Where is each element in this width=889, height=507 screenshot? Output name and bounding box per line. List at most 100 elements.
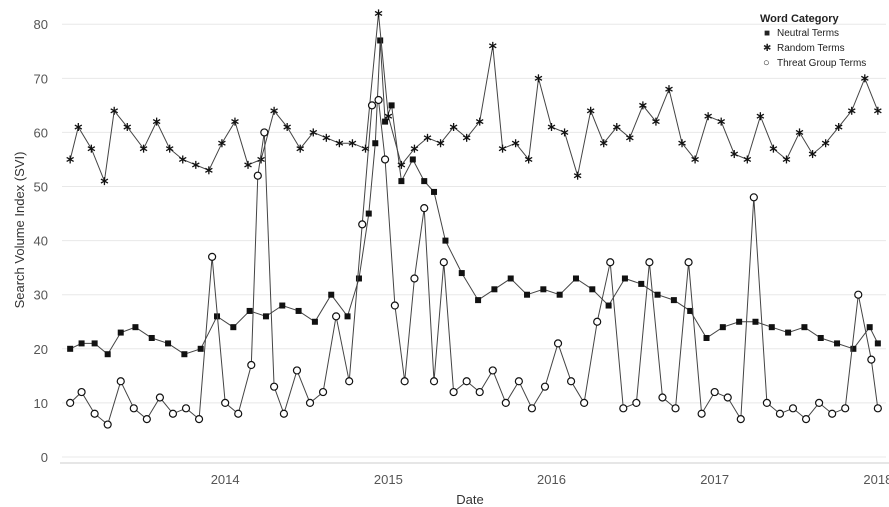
data-point — [169, 410, 176, 417]
data-point — [118, 330, 124, 336]
data-point — [389, 102, 395, 108]
data-point — [622, 275, 628, 281]
legend-item-threat: Threat Group Terms — [777, 58, 866, 69]
series-layer — [67, 9, 882, 428]
data-point — [638, 281, 644, 287]
data-point — [369, 102, 376, 109]
x-tick-label: 2014 — [211, 472, 240, 487]
y-tick-label: 50 — [34, 180, 48, 195]
data-point — [744, 155, 751, 163]
y-tick-label: 10 — [34, 396, 48, 411]
data-point — [607, 259, 614, 266]
data-point — [421, 178, 427, 184]
y-axis-title: Search Volume Index (SVI) — [12, 152, 27, 309]
data-point — [247, 308, 253, 314]
data-point — [261, 129, 268, 136]
data-point — [359, 221, 366, 228]
data-point — [345, 313, 351, 319]
data-point — [67, 399, 74, 406]
data-point — [763, 399, 770, 406]
data-point — [671, 297, 677, 303]
legend-symbol-random: ✱ — [763, 43, 771, 54]
y-tick-label: 70 — [34, 71, 48, 86]
data-point — [245, 161, 252, 169]
data-point — [346, 378, 353, 385]
data-point — [450, 389, 457, 396]
data-point — [528, 405, 535, 412]
data-point — [179, 155, 186, 163]
data-point — [132, 324, 138, 330]
data-point — [515, 378, 522, 385]
data-point — [606, 303, 612, 309]
data-point — [431, 378, 438, 385]
x-axis-ticks: 2014 2015 2016 2017 2018 — [211, 472, 889, 487]
data-point — [320, 389, 327, 396]
x-tick-label: 2016 — [537, 472, 566, 487]
data-point — [231, 118, 238, 126]
data-point — [855, 291, 862, 298]
data-point — [783, 155, 790, 163]
data-point — [377, 37, 383, 43]
data-point — [731, 150, 738, 158]
data-point — [655, 292, 661, 298]
data-point — [818, 335, 824, 341]
data-point — [867, 324, 873, 330]
data-point — [568, 378, 575, 385]
data-point — [633, 399, 640, 406]
data-point — [366, 211, 372, 217]
data-point — [323, 134, 330, 142]
y-tick-label: 30 — [34, 288, 48, 303]
data-point — [192, 161, 199, 169]
data-point — [463, 378, 470, 385]
data-point — [581, 399, 588, 406]
data-point — [646, 259, 653, 266]
data-point — [724, 394, 731, 401]
data-point — [183, 405, 190, 412]
data-point — [685, 259, 692, 266]
x-tick-label: 2017 — [700, 472, 729, 487]
data-point — [868, 356, 875, 363]
data-point — [489, 42, 496, 50]
data-point — [459, 270, 465, 276]
data-point — [296, 308, 302, 314]
data-point — [181, 351, 187, 357]
y-tick-label: 40 — [34, 234, 48, 249]
data-point — [502, 399, 509, 406]
series-line — [70, 13, 878, 181]
y-tick-label: 20 — [34, 342, 48, 357]
data-point — [382, 119, 388, 125]
data-point — [230, 324, 236, 330]
data-point — [166, 145, 173, 153]
data-point — [442, 238, 448, 244]
data-point — [752, 319, 758, 325]
data-point — [499, 145, 506, 153]
data-point — [307, 399, 314, 406]
data-point — [205, 166, 212, 174]
data-point — [153, 118, 160, 126]
data-point — [589, 286, 595, 292]
legend-symbol-threat: ○ — [763, 57, 770, 69]
data-point — [508, 275, 514, 281]
data-point — [736, 319, 742, 325]
data-point — [391, 302, 398, 309]
data-point — [143, 416, 150, 423]
data-point — [149, 335, 155, 341]
data-point — [816, 399, 823, 406]
data-point — [594, 318, 601, 325]
data-point — [573, 275, 579, 281]
data-point — [789, 405, 796, 412]
data-point — [198, 346, 204, 352]
series-2 — [67, 9, 882, 185]
data-point — [874, 405, 881, 412]
data-point — [704, 335, 710, 341]
data-point — [431, 189, 437, 195]
data-point — [88, 145, 95, 153]
data-point — [75, 123, 82, 131]
data-point — [271, 383, 278, 390]
data-point — [776, 410, 783, 417]
data-point — [333, 313, 340, 320]
data-point — [750, 194, 757, 201]
data-point — [421, 205, 428, 212]
data-point — [372, 140, 378, 146]
data-point — [757, 112, 764, 120]
